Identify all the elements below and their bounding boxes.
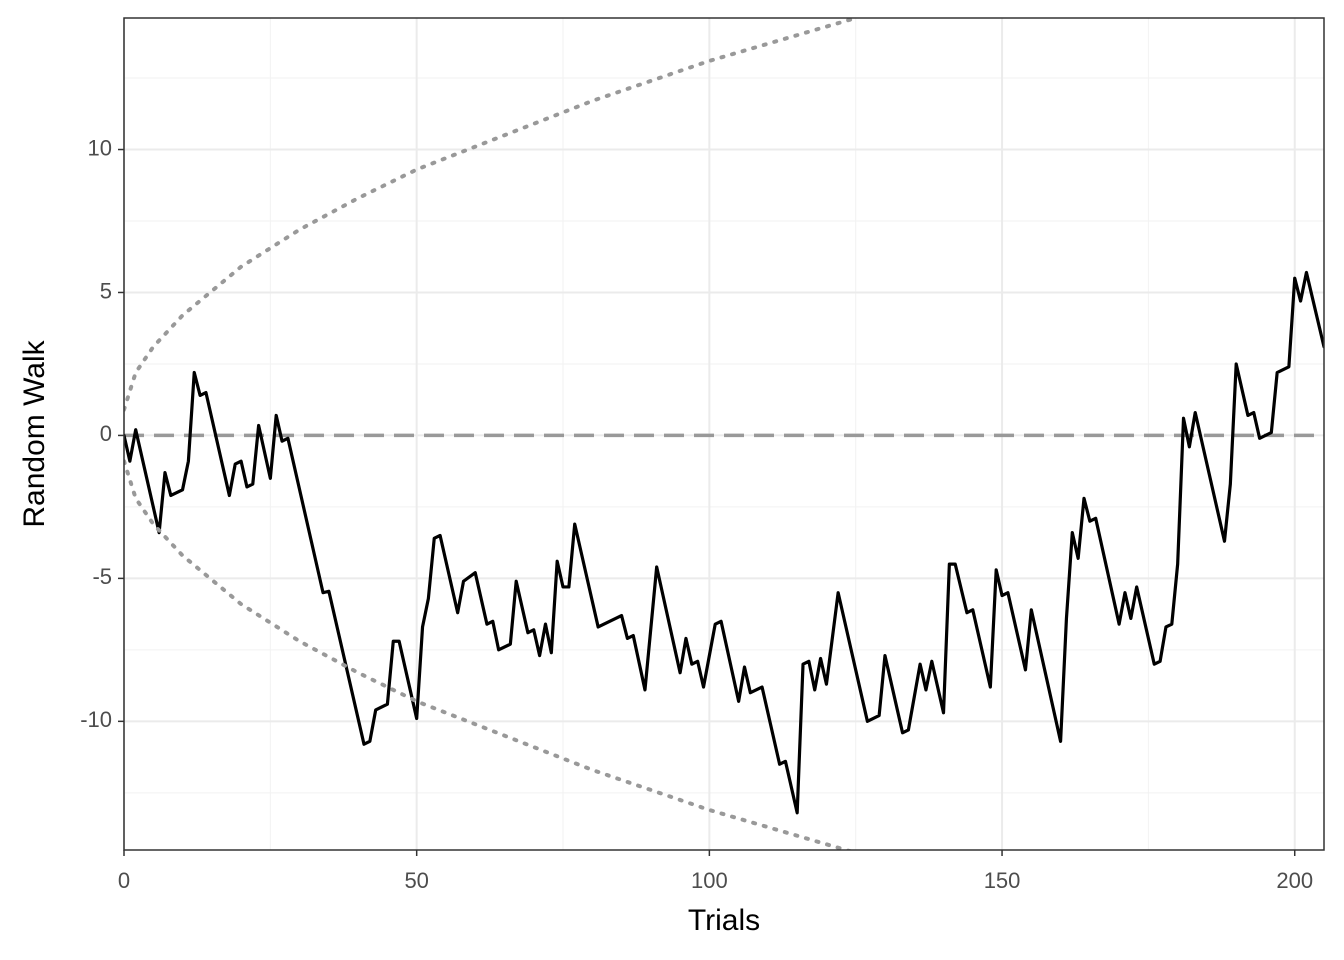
y-tick-label: 10 xyxy=(88,135,112,160)
y-axis-label: Random Walk xyxy=(18,339,51,527)
plot-border xyxy=(123,17,1325,851)
y-tick-label: -5 xyxy=(92,564,112,589)
x-tick-label: 200 xyxy=(1276,868,1313,893)
data-line xyxy=(124,18,858,412)
data-line xyxy=(124,459,854,850)
y-tick-label: 5 xyxy=(100,278,112,303)
x-tick-label: 0 xyxy=(118,868,130,893)
data-line xyxy=(124,270,1324,815)
x-tick-label: 50 xyxy=(404,868,428,893)
y-tick-label: -10 xyxy=(80,707,112,732)
plot-area xyxy=(124,18,1324,850)
y-tick-label: 0 xyxy=(100,421,112,446)
x-axis-label: Trials xyxy=(688,904,760,937)
x-tick-label: 100 xyxy=(691,868,728,893)
x-tick-label: 150 xyxy=(984,868,1021,893)
